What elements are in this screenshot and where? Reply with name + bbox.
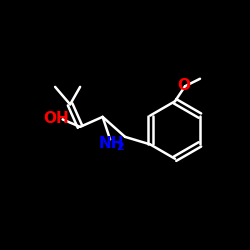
Text: O: O xyxy=(177,78,190,93)
Text: 2: 2 xyxy=(116,142,124,152)
Text: OH: OH xyxy=(44,110,69,126)
Text: NH: NH xyxy=(98,136,124,151)
